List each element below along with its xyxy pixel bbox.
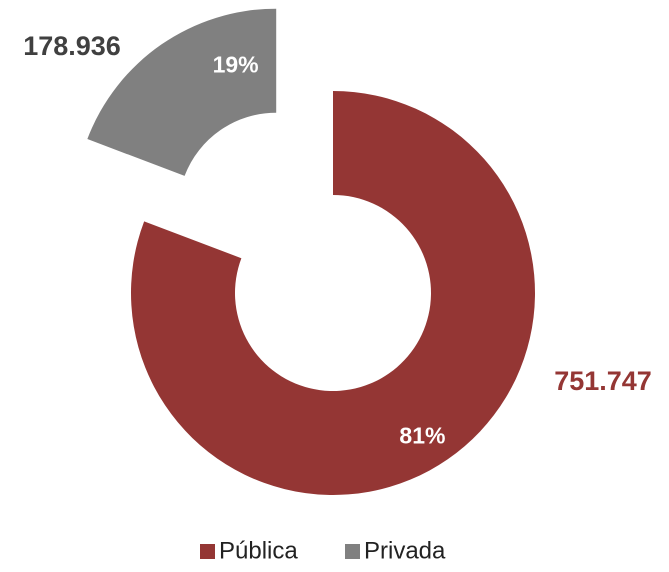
legend-label: Privada: [364, 537, 446, 564]
percent-label: 19%: [213, 51, 259, 77]
legend-swatch: [200, 544, 215, 559]
legend-label: Pública: [219, 537, 298, 564]
legend-swatch: [345, 544, 360, 559]
value-label: 178.936: [23, 31, 121, 61]
donut-slice: [87, 8, 277, 176]
value-label: 751.747: [554, 366, 652, 396]
donut-slice: [130, 91, 536, 495]
percent-label: 81%: [399, 423, 445, 449]
